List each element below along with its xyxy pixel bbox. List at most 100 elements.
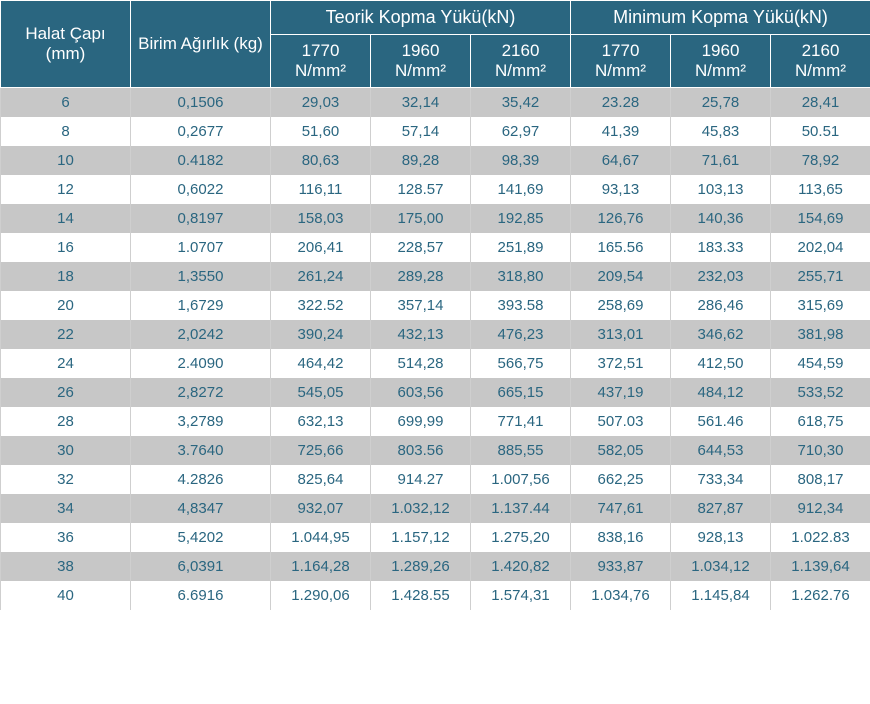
table-cell: 803.56 (371, 436, 471, 465)
table-cell: 3.7640 (131, 436, 271, 465)
table-cell: 808,17 (771, 465, 870, 494)
table-cell: 35,42 (471, 88, 571, 118)
table-cell: 1.145,84 (671, 581, 771, 610)
table-cell: 0,8197 (131, 204, 271, 233)
table-cell: 1.007,56 (471, 465, 571, 494)
table-cell: 632,13 (271, 407, 371, 436)
table-cell: 372,51 (571, 349, 671, 378)
table-cell: 32 (1, 465, 131, 494)
table-cell: 258,69 (571, 291, 671, 320)
table-cell: 71,61 (671, 146, 771, 175)
table-cell: 1.420,82 (471, 552, 571, 581)
table-cell: 1.137.44 (471, 494, 571, 523)
table-cell: 16 (1, 233, 131, 262)
table-cell: 1,3550 (131, 262, 271, 291)
table-cell: 662,25 (571, 465, 671, 494)
table-cell: 209,54 (571, 262, 671, 291)
table-row: 100.418280,6389,2898,3964,6771,6178,92 (1, 146, 870, 175)
table-cell: 914.27 (371, 465, 471, 494)
table-row: 365,42021.044,951.157,121.275,20838,1692… (1, 523, 870, 552)
table-cell: 1.034,12 (671, 552, 771, 581)
table-cell: 50.51 (771, 117, 870, 146)
table-cell: 8 (1, 117, 131, 146)
table-cell: 45,83 (671, 117, 771, 146)
table-cell: 827,87 (671, 494, 771, 523)
table-cell: 932,07 (271, 494, 371, 523)
table-cell: 29,03 (271, 88, 371, 118)
table-cell: 140,36 (671, 204, 771, 233)
table-row: 222,0242390,24432,13476,23313,01346,6238… (1, 320, 870, 349)
table-cell: 603,56 (371, 378, 471, 407)
table-cell: 34 (1, 494, 131, 523)
header-1770-minimum: 1770 N/mm² (571, 35, 671, 88)
table-cell: 747,61 (571, 494, 671, 523)
table-cell: 1,6729 (131, 291, 271, 320)
table-cell: 313,01 (571, 320, 671, 349)
table-cell: 28,41 (771, 88, 870, 118)
table-cell: 289,28 (371, 262, 471, 291)
table-cell: 582,05 (571, 436, 671, 465)
table-cell: 2,8272 (131, 378, 271, 407)
table-cell: 6.6916 (131, 581, 271, 610)
table-cell: 20 (1, 291, 131, 320)
table-cell: 1.290,06 (271, 581, 371, 610)
table-cell: 1.044,95 (271, 523, 371, 552)
table-row: 161.0707206,41228,57251,89165.56183.3320… (1, 233, 870, 262)
table-cell: 38 (1, 552, 131, 581)
table-cell: 28 (1, 407, 131, 436)
table-cell: 1.157,12 (371, 523, 471, 552)
table-cell: 10 (1, 146, 131, 175)
table-row: 181,3550261,24289,28318,80209,54232,0325… (1, 262, 870, 291)
table-row: 60,150629,0332,1435,4223.2825,7828,41 (1, 88, 870, 118)
table-cell: 1.289,26 (371, 552, 471, 581)
table-cell: 771,41 (471, 407, 571, 436)
table-cell: 710,30 (771, 436, 870, 465)
table-cell: 251,89 (471, 233, 571, 262)
table-cell: 93,13 (571, 175, 671, 204)
table-cell: 98,39 (471, 146, 571, 175)
header-2160-minimum: 2160 N/mm² (771, 35, 870, 88)
table-cell: 725,66 (271, 436, 371, 465)
header-1960-minimum: 1960 N/mm² (671, 35, 771, 88)
table-cell: 206,41 (271, 233, 371, 262)
table-cell: 545,05 (271, 378, 371, 407)
table-cell: 928,13 (671, 523, 771, 552)
table-cell: 183.33 (671, 233, 771, 262)
table-cell: 24 (1, 349, 131, 378)
table-cell: 644,53 (671, 436, 771, 465)
table-cell: 322.52 (271, 291, 371, 320)
table-cell: 665,15 (471, 378, 571, 407)
table-row: 242.4090464,42514,28566,75372,51412,5045… (1, 349, 870, 378)
table-cell: 1.262.76 (771, 581, 870, 610)
table-row: 262,8272545,05603,56665,15437,19484,1253… (1, 378, 870, 407)
table-cell: 80,63 (271, 146, 371, 175)
table-cell: 62,97 (471, 117, 571, 146)
table-cell: 1.428.55 (371, 581, 471, 610)
table-row: 80,267751,6057,1462,9741,3945,8350.51 (1, 117, 870, 146)
table-cell: 36 (1, 523, 131, 552)
table-cell: 476,23 (471, 320, 571, 349)
table-cell: 158,03 (271, 204, 371, 233)
table-cell: 232,03 (671, 262, 771, 291)
table-cell: 51,60 (271, 117, 371, 146)
rope-spec-table: Halat Çapı (mm) Birim Ağırlık (kg) Teori… (0, 0, 870, 610)
header-diameter: Halat Çapı (mm) (1, 1, 131, 88)
table-cell: 14 (1, 204, 131, 233)
table-cell: 4.2826 (131, 465, 271, 494)
table-cell: 5,4202 (131, 523, 271, 552)
table-cell: 381,98 (771, 320, 870, 349)
header-theoretical-group: Teorik Kopma Yükü(kN) (271, 1, 571, 35)
table-cell: 390,24 (271, 320, 371, 349)
table-cell: 128.57 (371, 175, 471, 204)
table-cell: 618,75 (771, 407, 870, 436)
table-cell: 0,1506 (131, 88, 271, 118)
table-cell: 6 (1, 88, 131, 118)
table-cell: 561.46 (671, 407, 771, 436)
table-cell: 507.03 (571, 407, 671, 436)
table-cell: 23.28 (571, 88, 671, 118)
table-cell: 18 (1, 262, 131, 291)
table-cell: 25,78 (671, 88, 771, 118)
table-cell: 346,62 (671, 320, 771, 349)
table-cell: 30 (1, 436, 131, 465)
table-cell: 484,12 (671, 378, 771, 407)
